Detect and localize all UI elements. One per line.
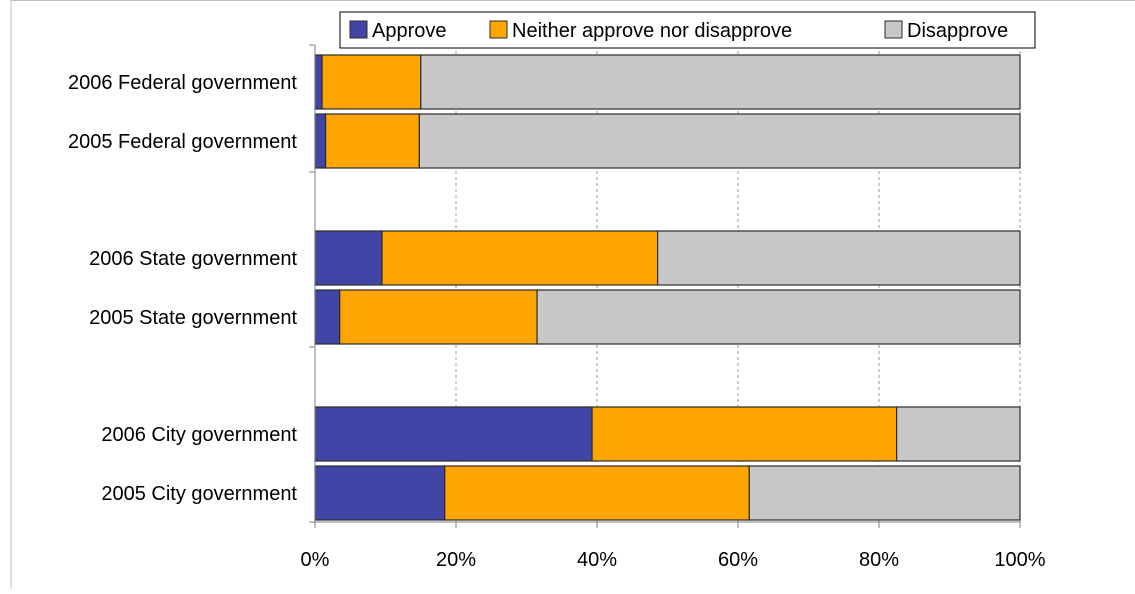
category-label-2005-state-government: 2005 State government	[89, 307, 297, 329]
bar-neither-approve-nor-disapprove-2006-state-government	[381, 230, 659, 286]
bar-neither-approve-nor-disapprove-2005-state-government	[339, 289, 538, 345]
category-labels: 2006 Federal government 2005 Federal gove…	[68, 72, 297, 505]
bar-approve-2006-federal-government	[314, 54, 323, 110]
x-tick-label: 100%	[994, 549, 1045, 571]
legend-swatch-neither-approve-nor-disapprove	[489, 20, 508, 39]
category-label-2006-city-government: 2006 City government	[101, 424, 297, 446]
x-tick-label: 80%	[859, 549, 899, 571]
x-tick-label: 0%	[301, 549, 330, 571]
category-label-2006-federal-government: 2006 Federal government	[68, 72, 297, 94]
legend-label-approve: Approve	[372, 20, 447, 42]
bars	[314, 54, 1021, 521]
legend-swatch-approve	[349, 20, 368, 39]
axes	[309, 44, 1021, 528]
bar-disapprove-2006-state-government	[657, 230, 1021, 286]
bar-disapprove-2006-federal-government	[420, 54, 1021, 110]
bar-neither-approve-nor-disapprove-2006-city-government	[591, 406, 898, 462]
bar-neither-approve-nor-disapprove-2005-federal-government	[324, 113, 420, 169]
legend-label-neither-approve-nor-disapprove: Neither approve nor disapprove	[512, 20, 792, 42]
bar-disapprove-2005-federal-government	[418, 113, 1021, 169]
category-label-2005-federal-government: 2005 Federal government	[68, 131, 297, 153]
category-label-2006-state-government: 2006 State government	[89, 248, 297, 270]
category-label-2005-city-government: 2005 City government	[101, 483, 297, 505]
legend-swatch-disapprove	[884, 20, 903, 39]
legend-box	[339, 11, 1036, 49]
bar-approve-2006-city-government	[314, 406, 593, 462]
legend: Approve Neither approve nor disapprove Dis…	[339, 11, 1036, 49]
legend-label-disapprove: Disapprove	[907, 20, 1008, 42]
x-tick-label: 40%	[577, 549, 617, 571]
bar-approve-2006-state-government	[314, 230, 383, 286]
x-tick-label: 60%	[718, 549, 758, 571]
bar-disapprove-2005-state-government	[536, 289, 1021, 345]
bar-neither-approve-nor-disapprove-2006-federal-government	[321, 54, 422, 110]
bar-approve-2005-city-government	[314, 465, 446, 521]
bar-neither-approve-nor-disapprove-2005-city-government	[444, 465, 750, 521]
bar-disapprove-2006-city-government	[896, 406, 1021, 462]
x-tick-labels: 0% 20% 40% 60% 80% 100%	[301, 549, 1046, 571]
x-tick-label: 20%	[436, 549, 476, 571]
bar-approve-2005-state-government	[314, 289, 341, 345]
bar-approve-2005-federal-government	[314, 113, 327, 169]
bar-disapprove-2005-city-government	[748, 465, 1021, 521]
